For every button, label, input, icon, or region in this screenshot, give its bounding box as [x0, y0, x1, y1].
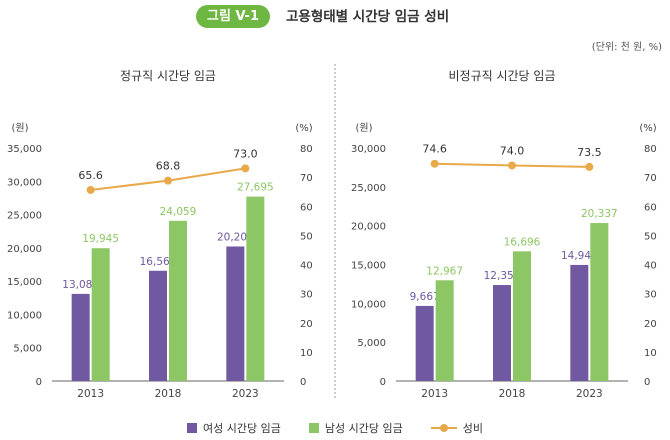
legend-item-female: 여성 시간당 임금 — [187, 420, 281, 436]
panel2-ytick-left: 25,000 — [351, 183, 386, 194]
panel1-ratio-point — [86, 185, 95, 194]
legend-label-female: 여성 시간당 임금 — [203, 422, 281, 435]
panel2-ytick-right: 20 — [644, 319, 657, 330]
panel1-ytick-right: 20 — [300, 319, 313, 330]
panel1-ratio-point — [164, 176, 172, 185]
panel2-ylabel-right: (%) — [639, 123, 656, 134]
panel1-xtick: 2013 — [77, 388, 104, 400]
legend-line-ratio — [430, 423, 457, 433]
panel2-bar-label-female: 12,357 — [484, 270, 521, 282]
panel2-ytick-left: 0 — [380, 377, 386, 388]
panel1-ytick-right: 0 — [300, 377, 306, 388]
panel2-ytick-right: 50 — [644, 231, 657, 242]
panel1-bar-male — [169, 220, 187, 381]
panel2-ylabel-left: (원) — [355, 122, 372, 134]
panel1-bar-label-male: 19,945 — [82, 233, 119, 245]
panel2-ytick-right: 80 — [644, 144, 657, 155]
panel1-ytick-left: 5,000 — [13, 344, 42, 355]
panel2-ytick-right: 60 — [644, 202, 657, 213]
panel1-bar-label-male: 24,059 — [160, 206, 197, 218]
panel1-ytick-left: 30,000 — [7, 177, 42, 188]
panel2-ytick-left: 30,000 — [351, 144, 386, 155]
legend-swatch-male — [308, 423, 319, 433]
panel2-bar-male — [435, 280, 454, 381]
panel1-ytick-left: 25,000 — [7, 211, 42, 222]
figure-badge: 그림 V-1 — [196, 5, 271, 28]
panel1-ytick-left: 35,000 — [7, 144, 42, 155]
panel1-ratio-point — [241, 164, 250, 173]
panel1-ytick-right: 70 — [300, 173, 313, 184]
panel2-bar-female — [570, 264, 589, 381]
legend: 여성 시간당 임금 남성 시간당 임금 성비 — [0, 418, 670, 438]
legend-label-male: 남성 시간당 임금 — [324, 422, 403, 435]
panel1-bar-female — [226, 246, 245, 381]
panel2-xtick: 2018 — [499, 388, 526, 400]
panel2-ytick-left: 15,000 — [351, 261, 386, 272]
figure-header: 그림 V-1 고용형태별 시간당 임금 성비 — [0, 0, 670, 34]
panel2-bar-label-male: 12,967 — [426, 265, 463, 277]
panel2-bar-label-male: 16,696 — [504, 236, 541, 248]
legend-item-ratio: 성비 — [430, 420, 483, 436]
panel1-bar-label-female: 16,561 — [140, 256, 177, 268]
panel1-xtick: 2023 — [232, 388, 259, 400]
panel1-ratio-label: 68.8 — [156, 160, 181, 173]
panel1-ytick-right: 40 — [300, 261, 313, 272]
panel2-xtick: 2023 — [576, 388, 603, 400]
panel2-ratio-point — [430, 159, 439, 168]
panel2-title: 비정규직 시간당 임금 — [449, 69, 556, 83]
panel2-ytick-right: 10 — [644, 348, 657, 359]
panel1-ytick-right: 60 — [300, 202, 313, 213]
legend-swatch-female — [187, 423, 198, 433]
panel1-ytick-left: 0 — [36, 377, 42, 388]
panel1-ytick-right: 10 — [300, 348, 313, 359]
panel1-bar-male — [246, 196, 265, 381]
panel2-ytick-right: 0 — [644, 377, 650, 388]
panel1-bar-label-male: 27,695 — [237, 182, 274, 194]
panel1-ratio-label: 65.6 — [78, 169, 103, 182]
panel2-bar-female — [493, 285, 511, 381]
panel1-ytick-left: 10,000 — [7, 310, 42, 321]
panel2-ratio-label: 74.6 — [422, 143, 447, 156]
panel2-xtick: 2013 — [421, 388, 448, 400]
panel2-ytick-right: 70 — [644, 173, 657, 184]
panel1-bar-female — [71, 293, 90, 381]
panel2-ytick-right: 40 — [644, 261, 657, 272]
panel1-title: 정규직 시간당 임금 — [120, 69, 216, 83]
figure-title: 고용형태별 시간당 임금 성비 — [286, 9, 450, 25]
panel2-bar-female — [415, 305, 434, 381]
panel2-ratio-point — [585, 162, 594, 171]
panel2-bar-male — [513, 251, 531, 381]
legend-item-male: 남성 시간당 임금 — [308, 420, 403, 436]
panel2-bar-label-female: 9,667 — [410, 291, 440, 303]
panel1-ytick-right: 30 — [300, 290, 313, 301]
panel1-ytick-right: 80 — [300, 144, 313, 155]
panel1-xtick: 2018 — [155, 388, 182, 400]
panel1-bar-label-female: 13,087 — [62, 279, 99, 291]
panel2-ratio-point — [508, 161, 516, 170]
panel2-ratio-label: 74.0 — [500, 144, 525, 157]
panel2-ratio-label: 73.5 — [577, 146, 602, 159]
panel2-ytick-left: 10,000 — [351, 299, 386, 310]
panel2-bar-label-female: 14,944 — [561, 250, 598, 262]
panel1-bar-female — [149, 270, 167, 381]
legend-label-ratio: 성비 — [462, 422, 483, 435]
panel1-ylabel-right: (%) — [295, 123, 312, 134]
panel1-bar-label-female: 20,205 — [217, 231, 254, 243]
panel1-ylabel-left: (원) — [11, 122, 28, 134]
panel1-ytick-right: 50 — [300, 231, 313, 242]
panel1-ratio-label: 73.0 — [233, 147, 258, 160]
chart-area: 정규직 시간당 임금 (원) (%) 0 5,000 10,000 15,000 20,000… — [7, 64, 657, 400]
unit-note: (단위: 천 원, %) — [591, 42, 662, 53]
panel2-ytick-left: 20,000 — [351, 222, 386, 233]
panel2-bar-label-male: 20,337 — [581, 208, 618, 220]
panel2-bar-male — [590, 223, 609, 381]
panel2-ytick-right: 30 — [644, 290, 657, 301]
panel2-ytick-left: 5,000 — [357, 338, 386, 349]
panel1-bar-male — [91, 248, 110, 381]
panel1-ytick-left: 15,000 — [7, 277, 42, 288]
panel1-ytick-left: 20,000 — [7, 244, 42, 255]
